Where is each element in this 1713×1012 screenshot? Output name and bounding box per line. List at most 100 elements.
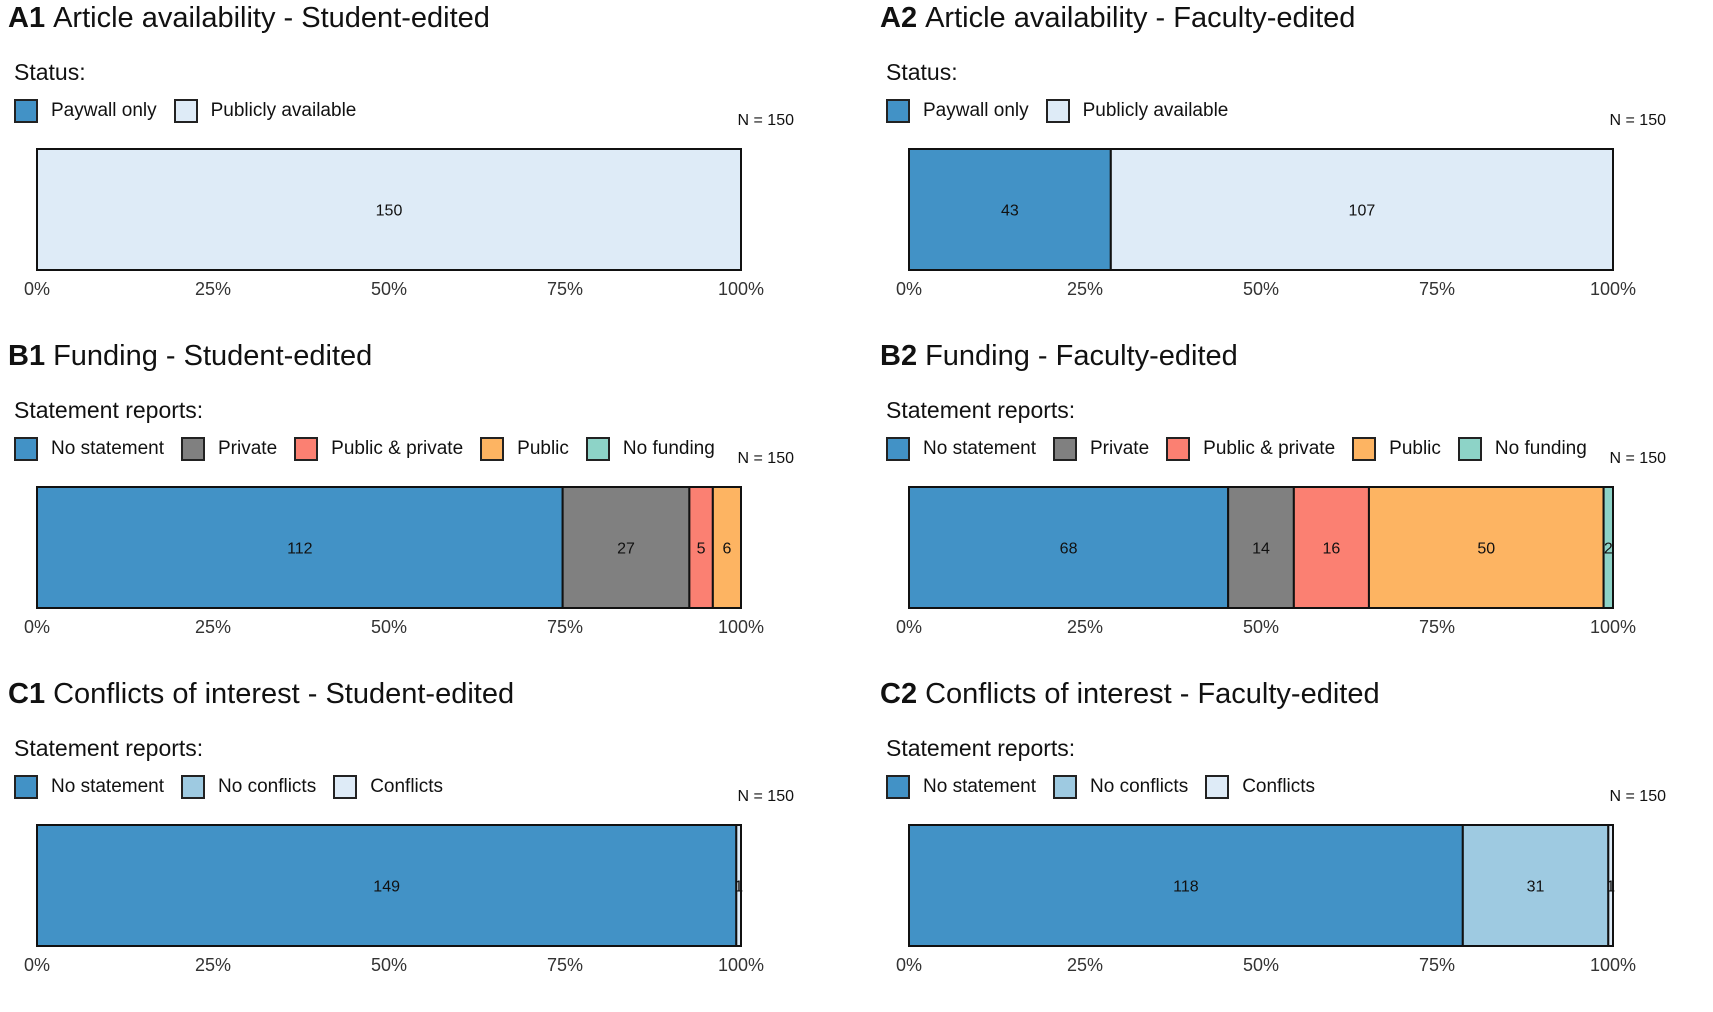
legend-swatch	[333, 775, 358, 799]
x-tick-label: 50%	[371, 955, 407, 975]
legend-label: No conflicts	[218, 776, 317, 797]
chart-title: B2 Funding - Faculty-edited	[880, 340, 1238, 373]
segment-value-label: 118	[1173, 879, 1199, 896]
legend-swatch	[1205, 775, 1230, 799]
n-label: N = 150	[1609, 788, 1666, 805]
legend-label: No statement	[923, 438, 1036, 459]
x-tick-label: 100%	[1590, 617, 1636, 637]
title-text: Funding - Student-edited	[53, 340, 373, 372]
legend: No statement No conflicts Conflicts	[886, 772, 1332, 802]
legend-item: Conflicts	[1205, 775, 1315, 799]
legend-label: No statement	[51, 438, 164, 459]
bar-segment	[36, 148, 742, 271]
legend-label: Public & private	[1203, 438, 1336, 459]
x-tick-label: 75%	[547, 955, 583, 975]
x-tick-label: 25%	[195, 955, 231, 975]
bar-segment	[1461, 824, 1610, 947]
bar-outline	[36, 148, 742, 271]
bar-segment	[36, 486, 564, 609]
legend-swatch	[14, 99, 38, 123]
legend-label: Publicly available	[210, 100, 357, 121]
legend-item: Public & private	[294, 437, 463, 461]
legend-swatch	[1053, 775, 1077, 799]
legend-item: Paywall only	[886, 99, 1029, 123]
chart-title: B1 Funding - Student-edited	[8, 340, 372, 373]
legend-item: No conflicts	[1053, 775, 1188, 799]
segment-value-label: 1	[1606, 879, 1615, 896]
legend: Paywall only Publicly available	[886, 96, 1245, 126]
panel-id: A1	[8, 2, 46, 34]
segment-value-label: 31	[1527, 879, 1545, 896]
legend-label: No funding	[1494, 438, 1587, 459]
legend-label: Paywall only	[923, 100, 1029, 121]
title-text: Conflicts of interest - Faculty-edited	[925, 678, 1380, 710]
legend-item: No statement	[14, 437, 164, 461]
x-tick-label: 75%	[1419, 617, 1455, 637]
legend-swatch	[181, 437, 205, 461]
legend-label: Private	[1090, 438, 1150, 459]
legend-item: No statement	[886, 775, 1036, 799]
legend-label: Conflicts	[370, 776, 444, 797]
panel-b2: B2 Funding - Faculty-edited Statement repo…	[880, 338, 1713, 674]
legend-title: Statement reports:	[886, 397, 1076, 423]
legend-item: No funding	[585, 437, 715, 461]
x-tick-label: 50%	[371, 617, 407, 637]
panel-a1: A1 Article availability - Student-edited S…	[8, 0, 878, 336]
n-label: N = 150	[737, 450, 794, 467]
x-tick-label: 25%	[1067, 279, 1103, 299]
legend-swatch	[1352, 437, 1377, 461]
stacked-bar-chart: 43 107 0% 25% 50% 75% 100%	[896, 148, 1636, 299]
x-tick-label: 0%	[896, 617, 922, 637]
legend-swatch	[1457, 437, 1482, 461]
legend-item: No conflicts	[181, 775, 316, 799]
x-tick-label: 50%	[1243, 955, 1279, 975]
legend: No statement Private Public & private Publi…	[886, 434, 1604, 464]
panel-id: C2	[880, 678, 918, 710]
chart-title: A2 Article availability - Faculty-edited	[880, 2, 1355, 35]
legend-item: Public	[1352, 437, 1441, 461]
segment-value-label: 107	[1349, 203, 1376, 220]
legend-swatch	[480, 437, 505, 461]
stacked-bar-chart: 112 27 5 6 0% 25% 50% 75% 100%	[24, 486, 764, 637]
legend-label: No funding	[622, 438, 715, 459]
stacked-bar-chart: 118 31 1 0% 25% 50% 75% 100%	[896, 824, 1636, 975]
legend-swatch	[1045, 99, 1070, 123]
legend-swatch	[14, 775, 38, 799]
legend-swatch	[181, 775, 205, 799]
legend-item: Paywall only	[14, 99, 157, 123]
legend-swatch	[886, 437, 910, 461]
segment-value-label: 16	[1323, 541, 1341, 558]
panel-id: A2	[880, 2, 918, 34]
x-tick-label: 0%	[24, 279, 50, 299]
bar-outline	[36, 824, 742, 947]
legend-item: Private	[181, 437, 277, 461]
panel-a2: A2 Article availability - Faculty-edited S…	[880, 0, 1713, 336]
legend-label: No statement	[51, 776, 164, 797]
panel-c1: C1 Conflicts of interest - Student-edited…	[8, 676, 878, 1012]
legend-item: No statement	[14, 775, 164, 799]
legend-swatch	[886, 99, 910, 123]
segment-value-label: 150	[376, 203, 403, 220]
x-tick-label: 100%	[1590, 279, 1636, 299]
stacked-bar-chart: 68 14 16 50 2 0% 25% 50% 75% 100%	[896, 486, 1636, 637]
legend-swatch	[886, 775, 910, 799]
legend-item: Conflicts	[333, 775, 443, 799]
legend-swatch	[585, 437, 610, 461]
title-text: Conflicts of interest - Student-edited	[53, 678, 515, 710]
stacked-bar-chart: 149 1 0% 25% 50% 75% 100%	[24, 824, 764, 975]
panel-id: B1	[8, 340, 46, 372]
chart-title: C1 Conflicts of interest - Student-edited	[8, 678, 514, 711]
bar-segment	[711, 486, 743, 609]
legend-item: Publicly available	[1045, 99, 1228, 123]
x-tick-label: 0%	[24, 955, 50, 975]
segment-value-label: 68	[1060, 541, 1078, 558]
x-tick-label: 75%	[547, 617, 583, 637]
legend-item: Publicly available	[173, 99, 357, 123]
legend-title: Status:	[14, 59, 86, 85]
x-tick-label: 75%	[547, 279, 583, 299]
segment-value-label: 5	[697, 541, 706, 558]
legend-swatch	[14, 437, 38, 461]
legend-swatch	[173, 99, 198, 123]
x-tick-label: 0%	[24, 617, 50, 637]
x-tick-label: 0%	[896, 955, 922, 975]
